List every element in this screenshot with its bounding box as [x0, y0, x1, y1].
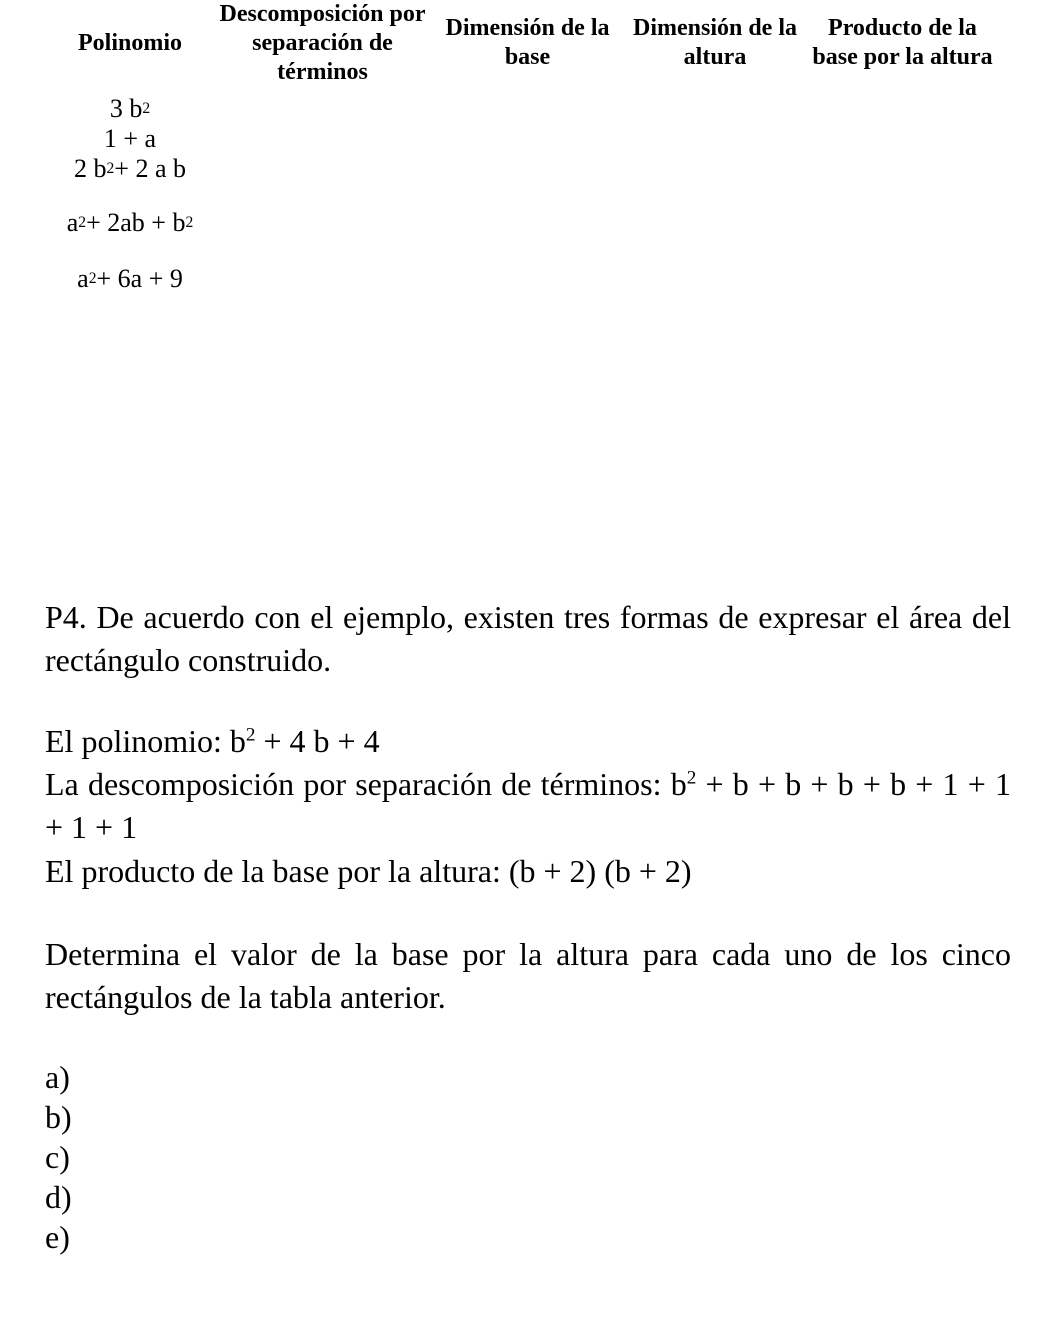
- table-row: 1 + a: [45, 124, 1011, 154]
- cell-polynomial: 2 b2 + 2 a b: [45, 154, 215, 184]
- cell-polynomial: 1 + a: [45, 124, 215, 154]
- answer-a: a): [45, 1057, 1011, 1097]
- paragraph-descomposicion: La descomposición por separación de térm…: [45, 763, 1011, 849]
- polynomial-table: Polinomio Descomposición por separación …: [45, 0, 1011, 296]
- answer-b: b): [45, 1097, 1011, 1137]
- answer-d: d): [45, 1177, 1011, 1217]
- header-producto: Producto de la base por la altura: [805, 0, 1000, 86]
- answer-c: c): [45, 1137, 1011, 1177]
- header-dimension-base: Dimensión de la base: [430, 0, 625, 86]
- header-polinomio: Polinomio: [45, 0, 215, 86]
- cell-polynomial: a2 + 6a + 9: [45, 262, 215, 296]
- table-header-row: Polinomio Descomposición por separación …: [45, 0, 1011, 86]
- header-descomposicion: Descomposición por separación de término…: [215, 0, 430, 86]
- table-body: 3 b2 1 + a 2 b2 + 2 a b a2 + 2ab + b2 a2…: [45, 94, 1011, 295]
- cell-polynomial: 3 b2: [45, 94, 215, 124]
- table-row: 3 b2: [45, 94, 1011, 124]
- table-row: 2 b2 + 2 a b: [45, 154, 1011, 184]
- answer-e: e): [45, 1217, 1011, 1257]
- header-dimension-altura: Dimensión de la altura: [625, 0, 805, 86]
- table-row: a2 + 2ab + b2: [45, 206, 1011, 240]
- cell-polynomial: a2 + 2ab + b2: [45, 206, 215, 240]
- paragraph-p4-intro: P4. De acuerdo con el ejemplo, existen t…: [45, 596, 1011, 682]
- answers-list: a) b) c) d) e): [45, 1057, 1011, 1257]
- paragraph-polinomio: El polinomio: b2 + 4 b + 4: [45, 720, 1011, 763]
- paragraph-determina: Determina el valor de la base por la alt…: [45, 933, 1011, 1019]
- table-row: a2 + 6a + 9: [45, 262, 1011, 296]
- document-page: Polinomio Descomposición por separación …: [0, 0, 1056, 1317]
- paragraph-producto: El producto de la base por la altura: (b…: [45, 850, 1011, 893]
- content-section: P4. De acuerdo con el ejemplo, existen t…: [45, 596, 1011, 1258]
